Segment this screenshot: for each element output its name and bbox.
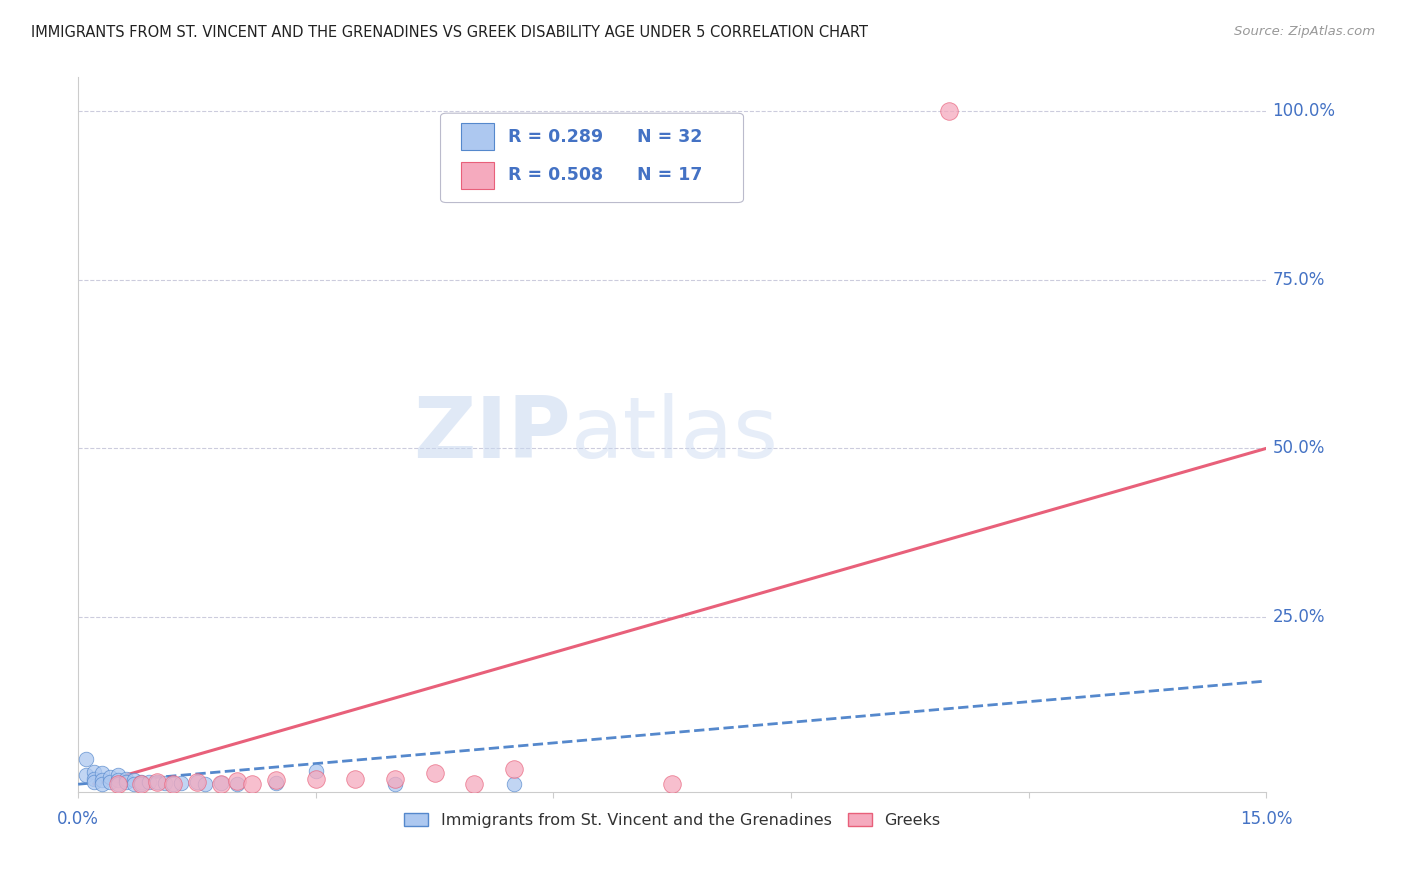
- Point: [242, 776, 264, 790]
- FancyBboxPatch shape: [461, 123, 494, 151]
- Point: [146, 774, 169, 789]
- Point: [114, 772, 136, 786]
- Point: [83, 772, 105, 786]
- FancyBboxPatch shape: [461, 161, 494, 189]
- Point: [90, 773, 112, 788]
- Point: [83, 775, 105, 789]
- Point: [305, 764, 328, 778]
- Point: [114, 775, 136, 789]
- Point: [90, 776, 112, 790]
- Point: [75, 768, 97, 782]
- Point: [209, 776, 232, 790]
- Point: [75, 751, 97, 765]
- Text: 75.0%: 75.0%: [1272, 271, 1324, 289]
- Text: 15.0%: 15.0%: [1240, 810, 1292, 828]
- Point: [146, 775, 169, 789]
- Point: [186, 774, 208, 789]
- Text: IMMIGRANTS FROM ST. VINCENT AND THE GRENADINES VS GREEK DISABILITY AGE UNDER 5 C: IMMIGRANTS FROM ST. VINCENT AND THE GREN…: [31, 25, 868, 40]
- Point: [225, 776, 247, 790]
- Text: ZIP: ZIP: [413, 393, 571, 476]
- Point: [131, 776, 153, 790]
- Text: R = 0.508: R = 0.508: [508, 167, 603, 185]
- Point: [138, 775, 160, 789]
- Text: 100.0%: 100.0%: [1272, 103, 1336, 120]
- Point: [305, 772, 328, 787]
- Point: [107, 768, 129, 782]
- Point: [83, 765, 105, 780]
- Point: [502, 776, 524, 790]
- Point: [162, 776, 184, 790]
- Point: [98, 775, 121, 789]
- Text: R = 0.289: R = 0.289: [508, 128, 603, 145]
- Text: atlas: atlas: [571, 393, 779, 476]
- Point: [264, 773, 287, 788]
- Point: [98, 771, 121, 785]
- Point: [463, 776, 485, 790]
- Point: [186, 775, 208, 789]
- Point: [423, 766, 446, 780]
- Text: N = 32: N = 32: [637, 128, 702, 145]
- Point: [384, 776, 406, 790]
- Point: [209, 776, 232, 790]
- Point: [384, 772, 406, 787]
- Point: [661, 776, 683, 790]
- Point: [155, 776, 177, 790]
- Point: [122, 773, 145, 788]
- Point: [194, 776, 217, 790]
- Point: [131, 774, 153, 789]
- Point: [938, 104, 960, 119]
- Point: [90, 766, 112, 780]
- Point: [225, 773, 247, 788]
- Text: 25.0%: 25.0%: [1272, 608, 1324, 626]
- Point: [122, 776, 145, 790]
- Point: [344, 772, 367, 787]
- Text: 50.0%: 50.0%: [1272, 440, 1324, 458]
- Point: [107, 776, 129, 790]
- Legend: Immigrants from St. Vincent and the Grenadines, Greeks: Immigrants from St. Vincent and the Gren…: [398, 806, 946, 834]
- Point: [264, 776, 287, 790]
- FancyBboxPatch shape: [440, 113, 744, 202]
- Point: [107, 773, 129, 788]
- Point: [502, 762, 524, 776]
- Point: [162, 776, 184, 790]
- Text: Source: ZipAtlas.com: Source: ZipAtlas.com: [1234, 25, 1375, 38]
- Point: [170, 776, 193, 790]
- Text: N = 17: N = 17: [637, 167, 702, 185]
- Text: 0.0%: 0.0%: [58, 810, 98, 828]
- Point: [107, 776, 129, 790]
- Point: [131, 776, 153, 790]
